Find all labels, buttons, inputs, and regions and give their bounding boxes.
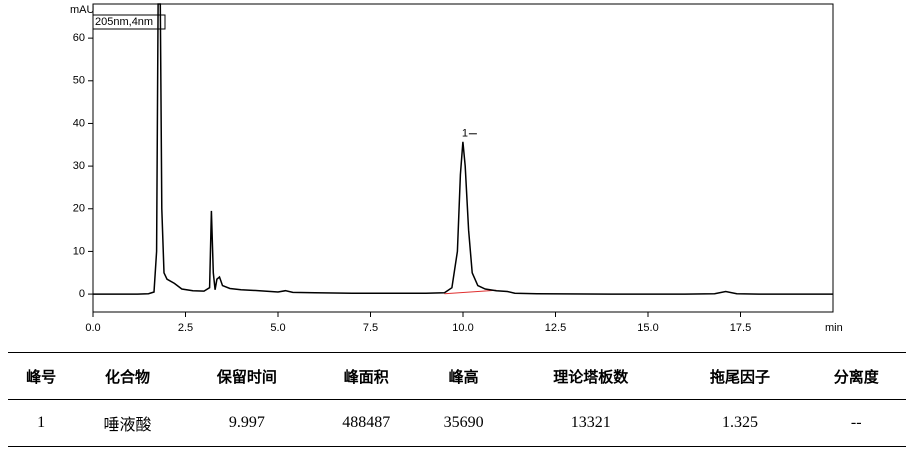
- x-tick-label: 2.5: [178, 322, 193, 334]
- header-cell: 峰号: [26, 367, 57, 386]
- y-tick-label: 10: [73, 245, 85, 257]
- header-cell: 峰高: [448, 367, 479, 386]
- x-tick-label: 7.5: [363, 322, 378, 334]
- table-cell: 35690: [443, 414, 484, 431]
- signal-line: [93, 3, 833, 295]
- table-header: 峰号 化合物 保留时间 峰面积 峰高 理论塔板数 拖尾因子 分离度: [8, 352, 906, 400]
- table-cell: 唾液酸: [103, 417, 152, 434]
- legend-text: 205nm,4nm: [95, 16, 153, 28]
- table-cell: 488487: [342, 414, 391, 431]
- result-table: 峰号 化合物 保留时间 峰面积 峰高 理论塔板数 拖尾因子 分离度 1 唾液酸 9.997 4884…: [8, 352, 906, 447]
- table-row: 1 唾液酸 9.997 488487 35690 13321 1.325 --: [8, 400, 906, 447]
- table-cell: 13321: [570, 414, 611, 431]
- header-cell: 峰面积: [343, 367, 389, 386]
- plot-frame: [92, 3, 834, 313]
- legend-box: [92, 14, 166, 30]
- x-tick-label: 0.0: [85, 322, 100, 334]
- header-cell: 理论塔板数: [553, 367, 629, 386]
- x-tick-label: 10.0: [452, 322, 473, 334]
- peak-label: 1: [462, 128, 468, 140]
- x-tick-label: 5.0: [270, 322, 285, 334]
- header-cell: 分离度: [833, 367, 879, 386]
- baseline: [444, 289, 497, 295]
- header-cell: 保留时间: [216, 367, 277, 386]
- y-tick-label: 60: [73, 32, 85, 44]
- table-body: 1 唾液酸 9.997 488487 35690 13321 1.325 --: [8, 400, 906, 447]
- table-cell: 1: [37, 414, 46, 431]
- y-tick-label: 20: [73, 203, 85, 215]
- header-cell: 化合物: [104, 367, 150, 386]
- table-cell: --: [850, 414, 862, 431]
- y-axis-label: mAU: [70, 4, 95, 16]
- chart: mAU min 205nm,4nm 0 10 20 30 40 50 60 0.0 2.5 5.0…: [70, 3, 843, 334]
- table-cell: 9.997: [228, 414, 265, 431]
- x-tick-label: 17.5: [730, 322, 751, 334]
- y-tick-label: 50: [73, 75, 85, 87]
- header-cell: 拖尾因子: [710, 367, 771, 386]
- y-tick-label: 0: [79, 288, 85, 300]
- x-tick-label: 12.5: [545, 322, 566, 334]
- y-tick-label: 40: [73, 117, 85, 129]
- y-tick-label: 30: [73, 160, 85, 172]
- table-cell: 1.325: [722, 414, 759, 431]
- x-axis-label: min: [825, 322, 843, 334]
- x-tick-label: 15.0: [637, 322, 658, 334]
